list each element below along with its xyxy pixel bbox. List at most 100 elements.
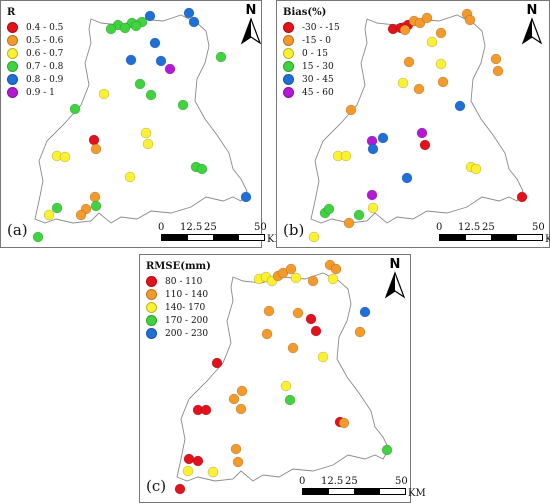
station-marker [401,172,413,184]
station-marker [345,104,357,116]
scale-tick-labels: 0 12.5 25 50 [436,222,545,234]
legend-item: 0.4 - 0.5 [7,21,63,34]
station-marker [416,127,428,139]
scale-bar-graphic [161,234,265,241]
legend-swatch [7,87,18,98]
legend-swatch [7,22,18,33]
station-marker [59,151,71,163]
north-label: N [245,3,257,18]
station-marker [307,275,319,287]
station-marker [381,444,393,456]
legend-label: 30 - 45 [302,74,334,85]
scale-unit: KM [545,234,550,245]
scale-tick-label: 25 [482,222,495,233]
legend-rows-r: 0.4 - 0.5 0.5 - 0.6 0.6 - 0.7 0.7 - 0.8 0.8 … [7,21,63,99]
legend-item: 0.8 - 0.9 [7,73,63,86]
scale-tick-label: 12.5 [458,222,481,233]
station-marker [155,55,167,67]
legend-label: 0.8 - 0.9 [26,74,64,85]
scale-tick-label: 0 [299,476,306,487]
legend-item: 0.5 - 0.6 [7,34,63,47]
region-boundary [176,272,390,482]
station-marker [144,10,156,22]
legend-swatch [7,74,18,85]
station-marker [464,14,476,26]
legend-label: 0.7 - 0.8 [26,61,64,72]
legend-swatch [146,289,157,300]
legend-swatch [283,48,294,59]
north-arrow-glyph [521,17,543,45]
station-marker [140,127,152,139]
station-marker [359,306,371,318]
station-marker [43,209,55,221]
legend-item: -30 - -15 [283,21,340,34]
legend-rmse: RMSE(mm) 80 - 110 110 - 140 140- 170 170 - … [146,261,211,340]
station-marker [125,54,137,66]
legend-title-rmse: RMSE(mm) [146,261,211,272]
north-arrow-glyph [384,271,406,299]
station-marker [207,466,219,478]
station-marker [330,263,342,275]
legend-swatch [283,35,294,46]
station-marker [310,325,322,337]
station-marker [327,273,339,285]
legend-label: 0 - 15 [302,48,328,59]
station-marker [343,217,355,229]
station-marker [124,171,136,183]
legend-item: 0.6 - 0.7 [7,47,63,60]
station-marker [88,134,100,146]
legend-label: 45 - 60 [302,87,334,98]
legend-label: 0.6 - 0.7 [26,48,64,59]
station-marker [287,342,299,354]
region-boundary [34,14,248,224]
legend-label: 15 - 30 [302,61,334,72]
north-arrow-glyph [240,17,262,45]
scale-bar-graphic [439,234,543,241]
station-marker [338,417,350,429]
station-marker [367,202,379,214]
station-marker [435,58,447,70]
station-marker [470,163,482,175]
scale-bar-c: 0 12.5 25 50 KM [299,476,426,499]
legend-swatch [7,48,18,59]
scale-tick-label: 0 [158,222,165,233]
station-marker [353,209,365,221]
legend-swatch [146,315,157,326]
station-marker [354,326,366,338]
scale-unit: KM [267,234,285,245]
legend-label: 0.5 - 0.6 [26,35,64,46]
scale-bar-graphic [302,488,406,495]
station-marker [292,307,304,319]
map-panel-r: R 0.4 - 0.5 0.5 - 0.6 0.6 - 0.7 0.7 - 0.8 0.… [0,0,285,248]
legend-swatch [283,22,294,33]
station-marker [454,100,466,112]
north-arrow-icon: N [517,3,547,45]
station-marker [90,143,102,155]
station-marker [240,191,252,203]
scale-tick-labels: 0 12.5 25 50 [299,476,408,488]
legend-item: 110 - 140 [146,288,211,301]
station-marker [437,76,449,88]
legend-item: -15 - 0 [283,34,340,47]
station-marker [317,351,329,363]
legend-label: 110 - 140 [165,289,209,300]
station-marker [403,56,415,68]
legend-rows-rmse: 80 - 110 110 - 140 140- 170 170 - 200 200 - … [146,275,211,340]
legend-bias: Bias(%) -30 - -15 -15 - 0 0 - 15 15 - 30 30 … [283,7,340,99]
legend-item: 0.7 - 0.8 [7,60,63,73]
station-marker [435,27,447,39]
station-marker [232,456,244,468]
legend-item: 45 - 60 [283,86,340,99]
legend-item: 80 - 110 [146,275,211,288]
station-marker [177,99,189,111]
scale-tick-label: 50 [254,222,267,233]
legend-label: 0.4 - 0.5 [26,22,64,33]
station-marker [89,191,101,203]
station-marker [90,200,102,212]
legend-rows-bias: -30 - -15 -15 - 0 0 - 15 15 - 30 30 - 45 45 -… [283,21,340,99]
station-marker [516,191,528,203]
station-marker [263,305,275,317]
station-marker [426,36,438,48]
north-arrow-icon: N [380,257,410,299]
